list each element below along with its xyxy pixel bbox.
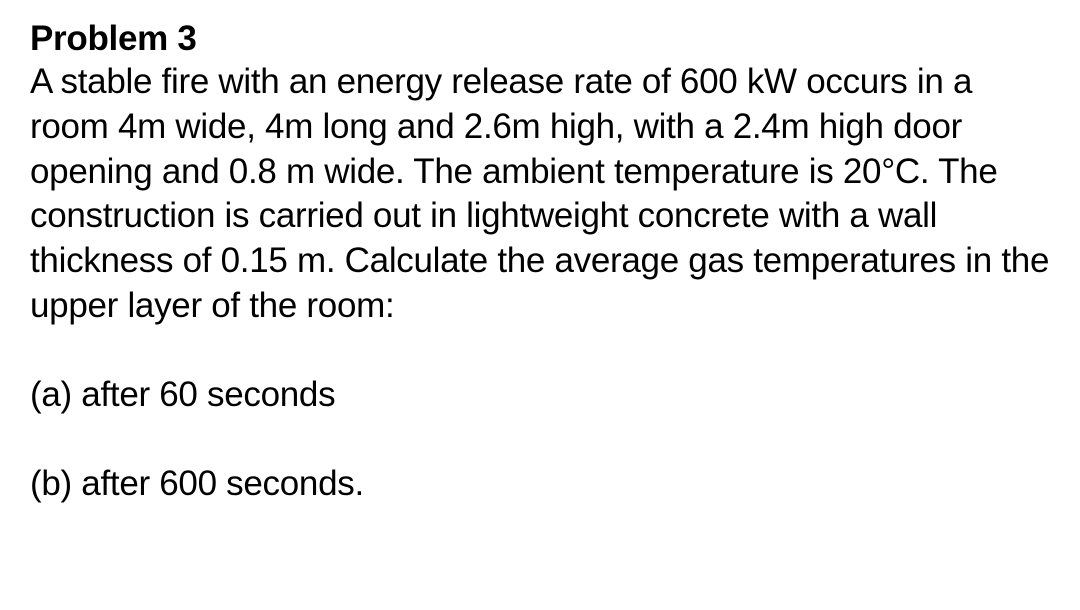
problem-body: A stable fire with an energy release rat…	[30, 60, 1050, 329]
problem-title: Problem 3	[30, 19, 197, 58]
problem-part-a: (a) after 60 seconds	[30, 373, 1050, 418]
problem-part-b: (b) after 600 seconds.	[30, 462, 1050, 507]
problem-container: Problem 3 A stable fire with an energy r…	[30, 18, 1050, 506]
